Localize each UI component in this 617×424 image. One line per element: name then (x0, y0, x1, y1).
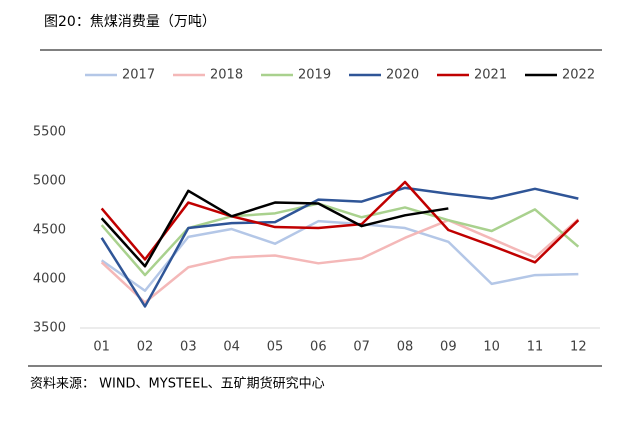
series-line (100, 189, 449, 268)
x-tick-label: 08 (397, 340, 414, 355)
y-tick-label: 4000 (33, 272, 66, 287)
legend-label: 2018 (210, 68, 243, 83)
series-line (100, 218, 580, 304)
x-tick-label: 03 (180, 340, 197, 355)
series-line (100, 186, 579, 308)
series-line (100, 180, 580, 264)
y-tick-label: 5000 (33, 174, 66, 189)
source: 资料来源： WIND、MYSTEEL、五矿期货研究中心 (30, 376, 325, 392)
x-tick-label: 10 (483, 340, 500, 355)
x-tick-label: 04 (223, 340, 240, 355)
y-tick-label: 3500 (33, 321, 66, 336)
chart-title: 图20：焦煤消费量（万吨） (44, 14, 216, 30)
x-tick-label: 06 (310, 340, 327, 355)
x-tick-label: 07 (353, 340, 370, 355)
x-tick-label: 09 (440, 340, 457, 355)
legend-label: 2017 (122, 68, 155, 83)
legend-label: 2019 (298, 68, 331, 83)
legend-label: 2020 (386, 68, 419, 83)
x-tick-label: 05 (267, 340, 284, 355)
x-tick-label: 01 (93, 340, 110, 355)
y-tick-label: 4500 (33, 223, 66, 238)
y-tick-label: 5500 (33, 125, 66, 140)
x-tick-label: 12 (570, 340, 587, 355)
legend-label: 2022 (562, 68, 595, 83)
series-line (100, 219, 579, 293)
legend-label: 2021 (474, 68, 507, 83)
x-tick-label: 02 (137, 340, 154, 355)
series-line (100, 202, 580, 277)
x-tick-label: 11 (527, 340, 544, 355)
